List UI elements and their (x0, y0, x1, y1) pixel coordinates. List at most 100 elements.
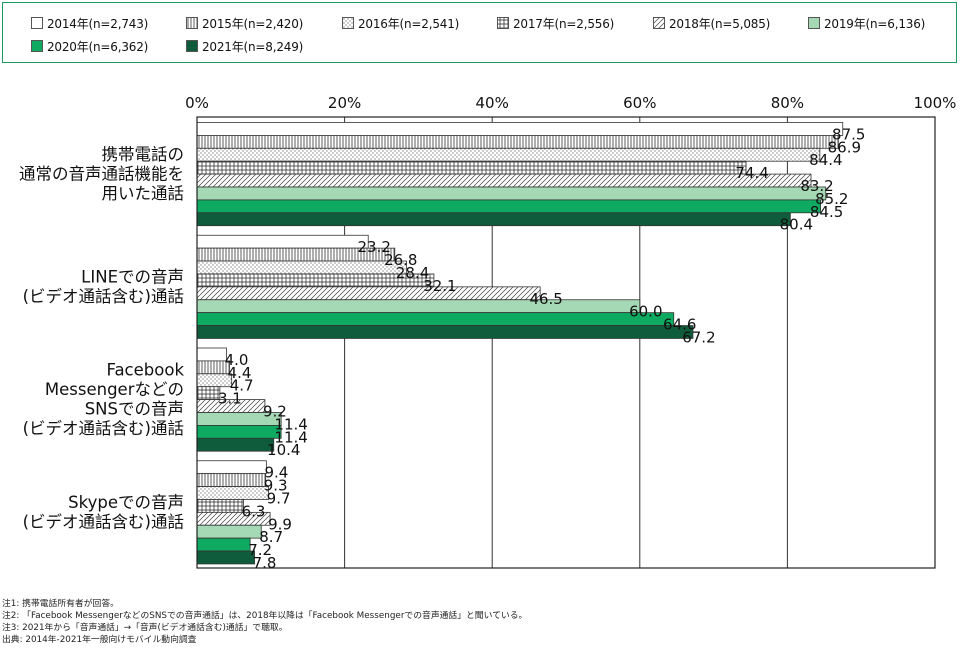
value-label: 26.8 (384, 251, 417, 269)
bar (196, 537, 251, 552)
legend-item: 2019年(n=6,136) (808, 13, 925, 33)
value-label: 6.3 (242, 502, 266, 520)
legend-swatch (808, 17, 820, 29)
legend-label: 2019年(n=6,136) (824, 16, 926, 31)
legend-label: 2015年(n=2,420) (202, 16, 304, 31)
legend-swatch (186, 17, 198, 29)
bar (196, 424, 282, 439)
value-label: 80.4 (780, 216, 813, 234)
category-label: (ビデオ通話含む)通話 (23, 418, 184, 438)
x-tick-label: 0% (185, 94, 209, 112)
value-label: 8.7 (259, 528, 283, 546)
legend-label: 2018年(n=5,085) (669, 16, 771, 31)
value-label: 23.2 (358, 238, 391, 256)
bar (196, 186, 827, 201)
bar (196, 299, 641, 314)
value-label: 9.2 (263, 403, 287, 421)
legend-label: 2014年(n=2,743) (47, 16, 149, 31)
category-label: Facebook (106, 361, 184, 380)
value-label: 11.4 (274, 415, 307, 433)
bar (196, 212, 791, 227)
category-label: (ビデオ通話含む)通話 (23, 286, 184, 306)
footnote: 注3: 2021年から「音声通話」→「音声(ビデオ通話含む)通話」で聴取。 (2, 623, 288, 633)
legend-swatch (653, 17, 665, 29)
value-label: 46.5 (529, 290, 562, 308)
bar (196, 473, 267, 487)
chart-legend: 2014年(n=2,743) 2015年(n=2,420) 2016年(n=2,54… (2, 2, 957, 63)
category-label: Skypeでの音声 (68, 493, 184, 512)
x-tick-label: 20% (328, 94, 361, 112)
bar (196, 199, 822, 214)
bar (196, 173, 812, 188)
legend-label: 2020年(n=6,362) (47, 39, 149, 54)
x-tick-label: 40% (476, 94, 509, 112)
legend-item: 2017年(n=2,556) (497, 13, 614, 33)
legend-item: 2021年(n=8,249) (186, 36, 303, 56)
value-label: 3.1 (218, 390, 242, 408)
bar (196, 134, 839, 149)
value-label: 7.8 (253, 554, 277, 572)
x-tick-label: 80% (771, 94, 804, 112)
value-label: 67.2 (682, 328, 715, 346)
bar (196, 160, 747, 175)
category-label: (ビデオ通話含む)通話 (23, 511, 184, 531)
x-tick-label: 60% (623, 94, 656, 112)
value-label: 86.9 (828, 138, 861, 156)
value-label: 4.7 (230, 377, 254, 395)
bar (196, 260, 407, 275)
bar (196, 499, 244, 513)
bar (196, 524, 262, 539)
x-tick-label: 100% (914, 94, 957, 112)
value-label: 83.2 (800, 177, 833, 195)
legend-item: 2014年(n=2,743) (31, 13, 148, 33)
footnote: 出典: 2014年-2021年一般向けモバイル動向調査 (2, 635, 197, 645)
value-label: 84.4 (809, 151, 842, 169)
value-label: 85.2 (815, 190, 848, 208)
value-label: 28.4 (396, 264, 429, 282)
value-label: 9.7 (267, 489, 291, 507)
legend-swatch (31, 17, 43, 29)
bar (196, 486, 269, 500)
bar (196, 386, 221, 401)
value-label: 9.3 (264, 477, 288, 495)
legend-item: 2015年(n=2,420) (186, 13, 303, 33)
bar (196, 286, 541, 301)
category-label: Messengerなどの (45, 380, 184, 399)
legend-swatch (342, 17, 354, 29)
bar (196, 347, 227, 362)
value-label: 4.0 (225, 351, 249, 369)
value-label: 9.9 (268, 515, 292, 533)
footnote: 注2: 「Facebook MessengerなどのSNSでの音声通話」は、20… (2, 611, 528, 621)
value-label: 60.0 (629, 303, 662, 321)
value-label: 4.4 (228, 364, 252, 382)
bar-chart: 87.586.984.4 74.4 83.285.284.580.4 23.226.8… (19, 94, 957, 572)
value-label: 11.4 (274, 428, 307, 446)
legend-swatch (31, 40, 43, 52)
legend-swatch (497, 17, 509, 29)
bar (196, 373, 233, 388)
legend-label: 2017年(n=2,556) (513, 16, 615, 31)
category-label: 用いた通話 (102, 184, 185, 203)
bar (196, 437, 275, 452)
bar (196, 234, 369, 249)
value-label: 84.5 (810, 203, 843, 221)
footnote: 注1: 携帯電話所有者が回答。 (2, 599, 119, 609)
legend-item: 2020年(n=6,362) (31, 36, 148, 56)
value-label: 64.6 (663, 316, 696, 334)
bar (196, 147, 821, 162)
category-label: 携帯電話の (102, 145, 185, 164)
bar (196, 550, 255, 565)
bar (196, 460, 267, 475)
value-label: 9.4 (264, 464, 288, 482)
legend-label: 2016年(n=2,541) (358, 16, 460, 31)
legend-item: 2016年(n=2,541) (342, 13, 459, 33)
category-label: LINEでの音声 (81, 267, 184, 286)
bar (196, 312, 675, 326)
plot-frame (196, 116, 936, 569)
category-label: SNSでの音声 (85, 400, 184, 419)
legend-item: 2018年(n=5,085) (653, 13, 770, 33)
legend-label: 2021年(n=8,249) (202, 39, 304, 54)
legend-swatch (186, 40, 198, 52)
value-label: 10.4 (267, 441, 300, 459)
value-label: 32.1 (423, 277, 456, 295)
